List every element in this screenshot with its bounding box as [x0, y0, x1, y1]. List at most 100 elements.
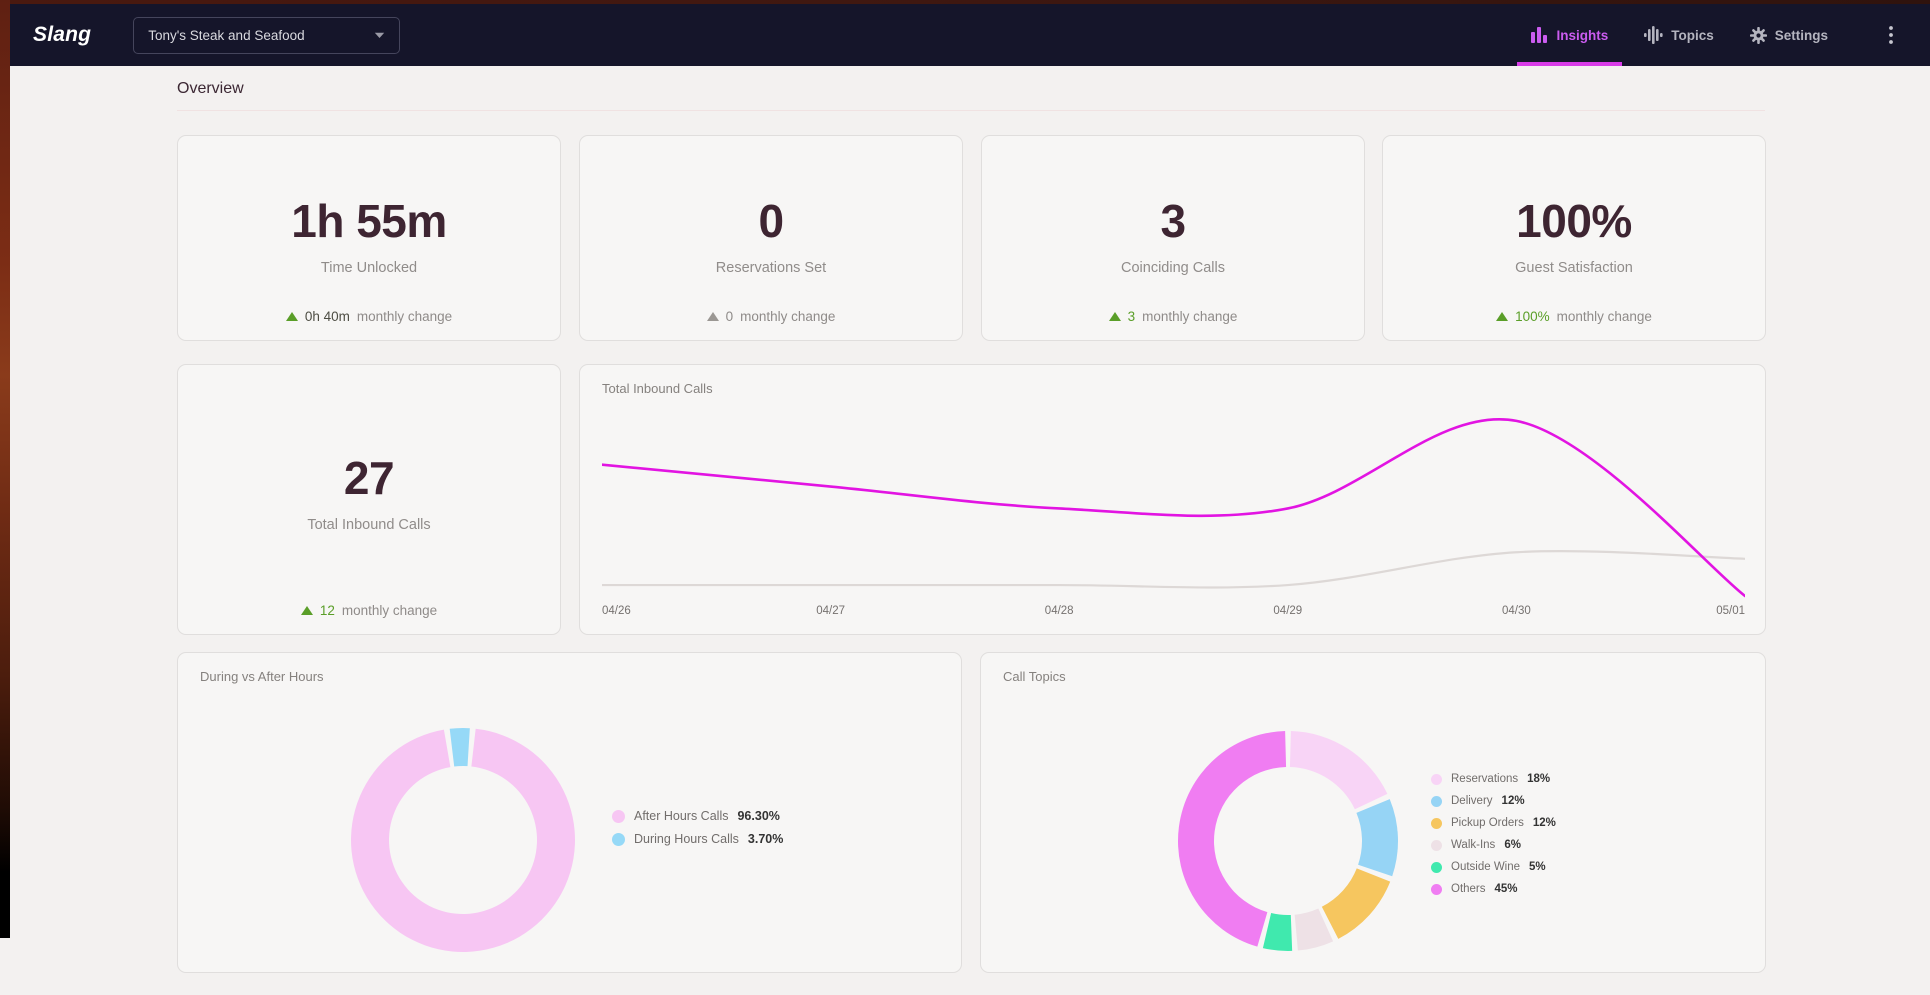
overflow-menu-button[interactable] — [1882, 4, 1900, 66]
stat-label: Total Inbound Calls — [307, 517, 431, 533]
x-axis-label: 05/01 — [1716, 605, 1745, 617]
top-navbar: Slang Tony's Steak and Seafood Insights … — [10, 4, 1930, 66]
legend-item: Reservations 18% — [1431, 773, 1556, 785]
legend-item: During Hours Calls 3.70% — [612, 832, 783, 846]
legend-percent: 6% — [1504, 839, 1521, 851]
legend-item: Outside Wine 5% — [1431, 861, 1556, 873]
stat-card-time-unlocked: 1h 55m Time Unlocked 0h 40m monthly chan… — [177, 135, 561, 341]
chart-title: Total Inbound Calls — [602, 381, 713, 396]
legend-item: Delivery 12% — [1431, 795, 1556, 807]
desktop-edge-top — [0, 0, 1930, 4]
stat-value: 27 — [343, 452, 395, 504]
nav-item-insights-label: Insights — [1556, 27, 1609, 43]
monthly-change: 100% monthly change — [1496, 309, 1652, 324]
change-suffix: monthly change — [740, 309, 836, 324]
donut-legend: Reservations 18% Delivery 12% Pickup Orders 1… — [1431, 773, 1556, 895]
stat-label: Coinciding Calls — [1121, 260, 1225, 276]
legend-item: Pickup Orders 12% — [1431, 817, 1556, 829]
stat-card-guest-satisfaction: 100% Guest Satisfaction 100% monthly cha… — [1382, 135, 1766, 341]
monthly-change: 12 monthly change — [300, 603, 438, 618]
legend-percent: 96.30% — [737, 809, 780, 823]
legend-label: Outside Wine — [1451, 861, 1521, 873]
legend-item: Walk-Ins 6% — [1431, 839, 1556, 851]
trend-up-icon — [300, 606, 313, 615]
x-axis-label: 04/30 — [1502, 605, 1531, 617]
nav-menu: Insights Topics — [1517, 4, 1930, 66]
legend-label: Delivery — [1451, 795, 1493, 807]
nav-item-topics-label: Topics — [1671, 27, 1714, 43]
stat-label: Guest Satisfaction — [1515, 260, 1633, 276]
change-value: 12 — [319, 603, 335, 618]
stat-value: 100% — [1516, 195, 1632, 247]
stat-card-total-inbound-calls: 27 Total Inbound Calls 12 monthly change — [177, 364, 561, 635]
nav-item-topics[interactable]: Topics — [1640, 4, 1718, 66]
topics-equalizer-icon — [1644, 26, 1663, 44]
during-vs-after-donut-chart — [349, 726, 577, 959]
legend-label: Walk-Ins — [1451, 839, 1496, 851]
legend-swatch — [1431, 817, 1442, 829]
trend-up-icon — [285, 312, 298, 321]
legend-label: Reservations — [1451, 773, 1519, 785]
legend-swatch — [612, 809, 625, 823]
change-value: 100% — [1515, 309, 1550, 324]
x-axis-label: 04/29 — [1273, 605, 1303, 617]
trend-up-icon — [1496, 312, 1509, 321]
desktop-edge-left — [0, 0, 10, 938]
stat-label: Time Unlocked — [320, 260, 418, 276]
donut-legend: After Hours Calls 96.30% During Hours Call… — [612, 809, 783, 846]
insights-bar-chart-icon — [1531, 27, 1548, 43]
legend-percent: 3.70% — [747, 832, 784, 846]
change-suffix: monthly change — [1556, 309, 1652, 324]
change-suffix: monthly change — [341, 603, 438, 618]
legend-swatch — [1431, 883, 1442, 895]
during-vs-after-hours-card: During vs After Hours After Hours Calls 9… — [177, 652, 962, 973]
x-axis-label: 04/28 — [1044, 605, 1074, 617]
main-content: Overview 1h 55m Time Unlocked 0h 40m mon… — [10, 66, 1930, 995]
x-axis-label: 04/27 — [816, 605, 845, 617]
heading-divider — [177, 110, 1765, 111]
chevron-down-icon — [374, 32, 385, 38]
line-chart — [600, 391, 1747, 601]
call-topics-card: Call Topics Reservations 18% Delivery 12% Pi… — [980, 652, 1766, 973]
legend-percent: 12% — [1532, 817, 1556, 829]
stat-value: 1h 55m — [291, 195, 447, 247]
legend-swatch — [1431, 861, 1442, 873]
stat-value: 0 — [758, 195, 784, 247]
chart-title: During vs After Hours — [200, 669, 324, 684]
x-axis-label: 04/26 — [602, 605, 631, 617]
legend-percent: 12% — [1501, 795, 1525, 807]
legend-label: Others — [1451, 883, 1486, 895]
legend-swatch — [1431, 773, 1442, 785]
legend-swatch — [612, 832, 625, 846]
chart-title: Call Topics — [1003, 669, 1066, 684]
location-dropdown-value: Tony's Steak and Seafood — [148, 27, 305, 43]
legend-label: Pickup Orders — [1451, 817, 1524, 829]
change-suffix: monthly change — [356, 309, 453, 324]
nav-item-settings[interactable]: Settings — [1746, 4, 1832, 66]
legend-item: Others 45% — [1431, 883, 1556, 895]
legend-percent: 5% — [1529, 861, 1546, 873]
location-dropdown[interactable]: Tony's Steak and Seafood — [133, 16, 401, 54]
stat-label: Reservations Set — [715, 260, 827, 276]
trend-up-icon — [1108, 312, 1121, 321]
change-value: 0h 40m — [304, 309, 350, 324]
kebab-menu-icon — [1889, 26, 1893, 44]
nav-item-insights[interactable]: Insights — [1517, 4, 1622, 66]
legend-swatch — [1431, 839, 1442, 851]
monthly-change: 0h 40m monthly change — [285, 309, 453, 324]
trend-up-icon — [706, 312, 719, 321]
legend-item: After Hours Calls 96.30% — [612, 809, 783, 823]
change-suffix: monthly change — [1142, 309, 1238, 324]
legend-label: After Hours Calls — [634, 809, 729, 823]
monthly-change: 0 monthly change — [706, 309, 836, 324]
legend-label: During Hours Calls — [634, 832, 739, 846]
page-title: Overview — [177, 80, 244, 97]
stat-value: 3 — [1160, 195, 1186, 247]
legend-percent: 45% — [1494, 883, 1518, 895]
call-topics-donut-chart — [1176, 729, 1400, 958]
nav-item-settings-label: Settings — [1774, 27, 1828, 43]
legend-percent: 18% — [1527, 773, 1551, 785]
change-value: 0 — [725, 309, 734, 324]
total-inbound-calls-chart-card: Total Inbound Calls 04/26 04/27 04/28 04/29… — [579, 364, 1766, 635]
stat-card-coinciding-calls: 3 Coinciding Calls 3 monthly change — [981, 135, 1365, 341]
